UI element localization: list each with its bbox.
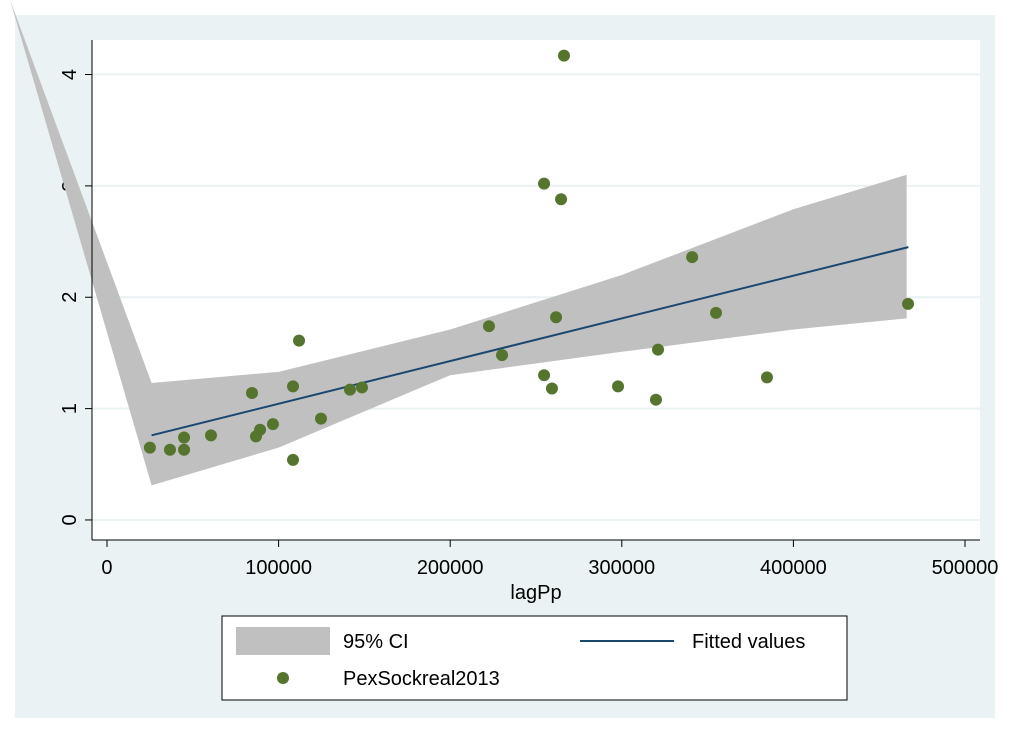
point: [652, 343, 665, 356]
y-tick-label: 1: [59, 403, 81, 414]
point: [649, 393, 662, 406]
point: [538, 177, 551, 190]
x-tick-label: 0: [101, 557, 112, 579]
point: [496, 349, 509, 362]
point: [612, 380, 625, 393]
legend-key: [236, 627, 330, 655]
x-tick-label: 500000: [932, 557, 999, 579]
ci-band: [10, 0, 907, 486]
fit-line: [151, 246, 909, 437]
point: [343, 383, 356, 396]
y-tick-label: 2: [59, 292, 81, 303]
point: [538, 369, 551, 382]
x-axis-title: lagPp: [510, 582, 561, 604]
point: [686, 251, 699, 264]
point: [482, 320, 495, 333]
point: [266, 418, 279, 431]
point: [555, 193, 568, 206]
legend-label: 95% CI: [343, 631, 409, 653]
legend-label: Fitted values: [692, 631, 805, 653]
point: [355, 381, 368, 394]
point: [314, 412, 327, 425]
point: [902, 297, 915, 310]
x-tick-label: 300000: [588, 557, 655, 579]
x-tick-label: 400000: [760, 557, 827, 579]
point: [246, 387, 259, 400]
point: [550, 311, 563, 324]
point: [143, 441, 156, 454]
legend-key: [277, 672, 289, 684]
point: [293, 334, 306, 347]
point: [178, 431, 191, 444]
point: [287, 453, 300, 466]
point: [760, 371, 773, 384]
point: [163, 443, 176, 456]
point: [204, 429, 217, 442]
point: [710, 306, 723, 319]
x-tick-label: 200000: [417, 557, 484, 579]
x-tick-label: 100000: [245, 557, 312, 579]
y-tick-label: 4: [59, 69, 81, 80]
point: [557, 49, 570, 62]
point: [287, 380, 300, 393]
point: [254, 423, 267, 436]
point: [545, 382, 558, 395]
point: [178, 443, 191, 456]
legend-label: PexSockreal2013: [343, 668, 500, 690]
y-tick-label: 0: [59, 514, 81, 525]
